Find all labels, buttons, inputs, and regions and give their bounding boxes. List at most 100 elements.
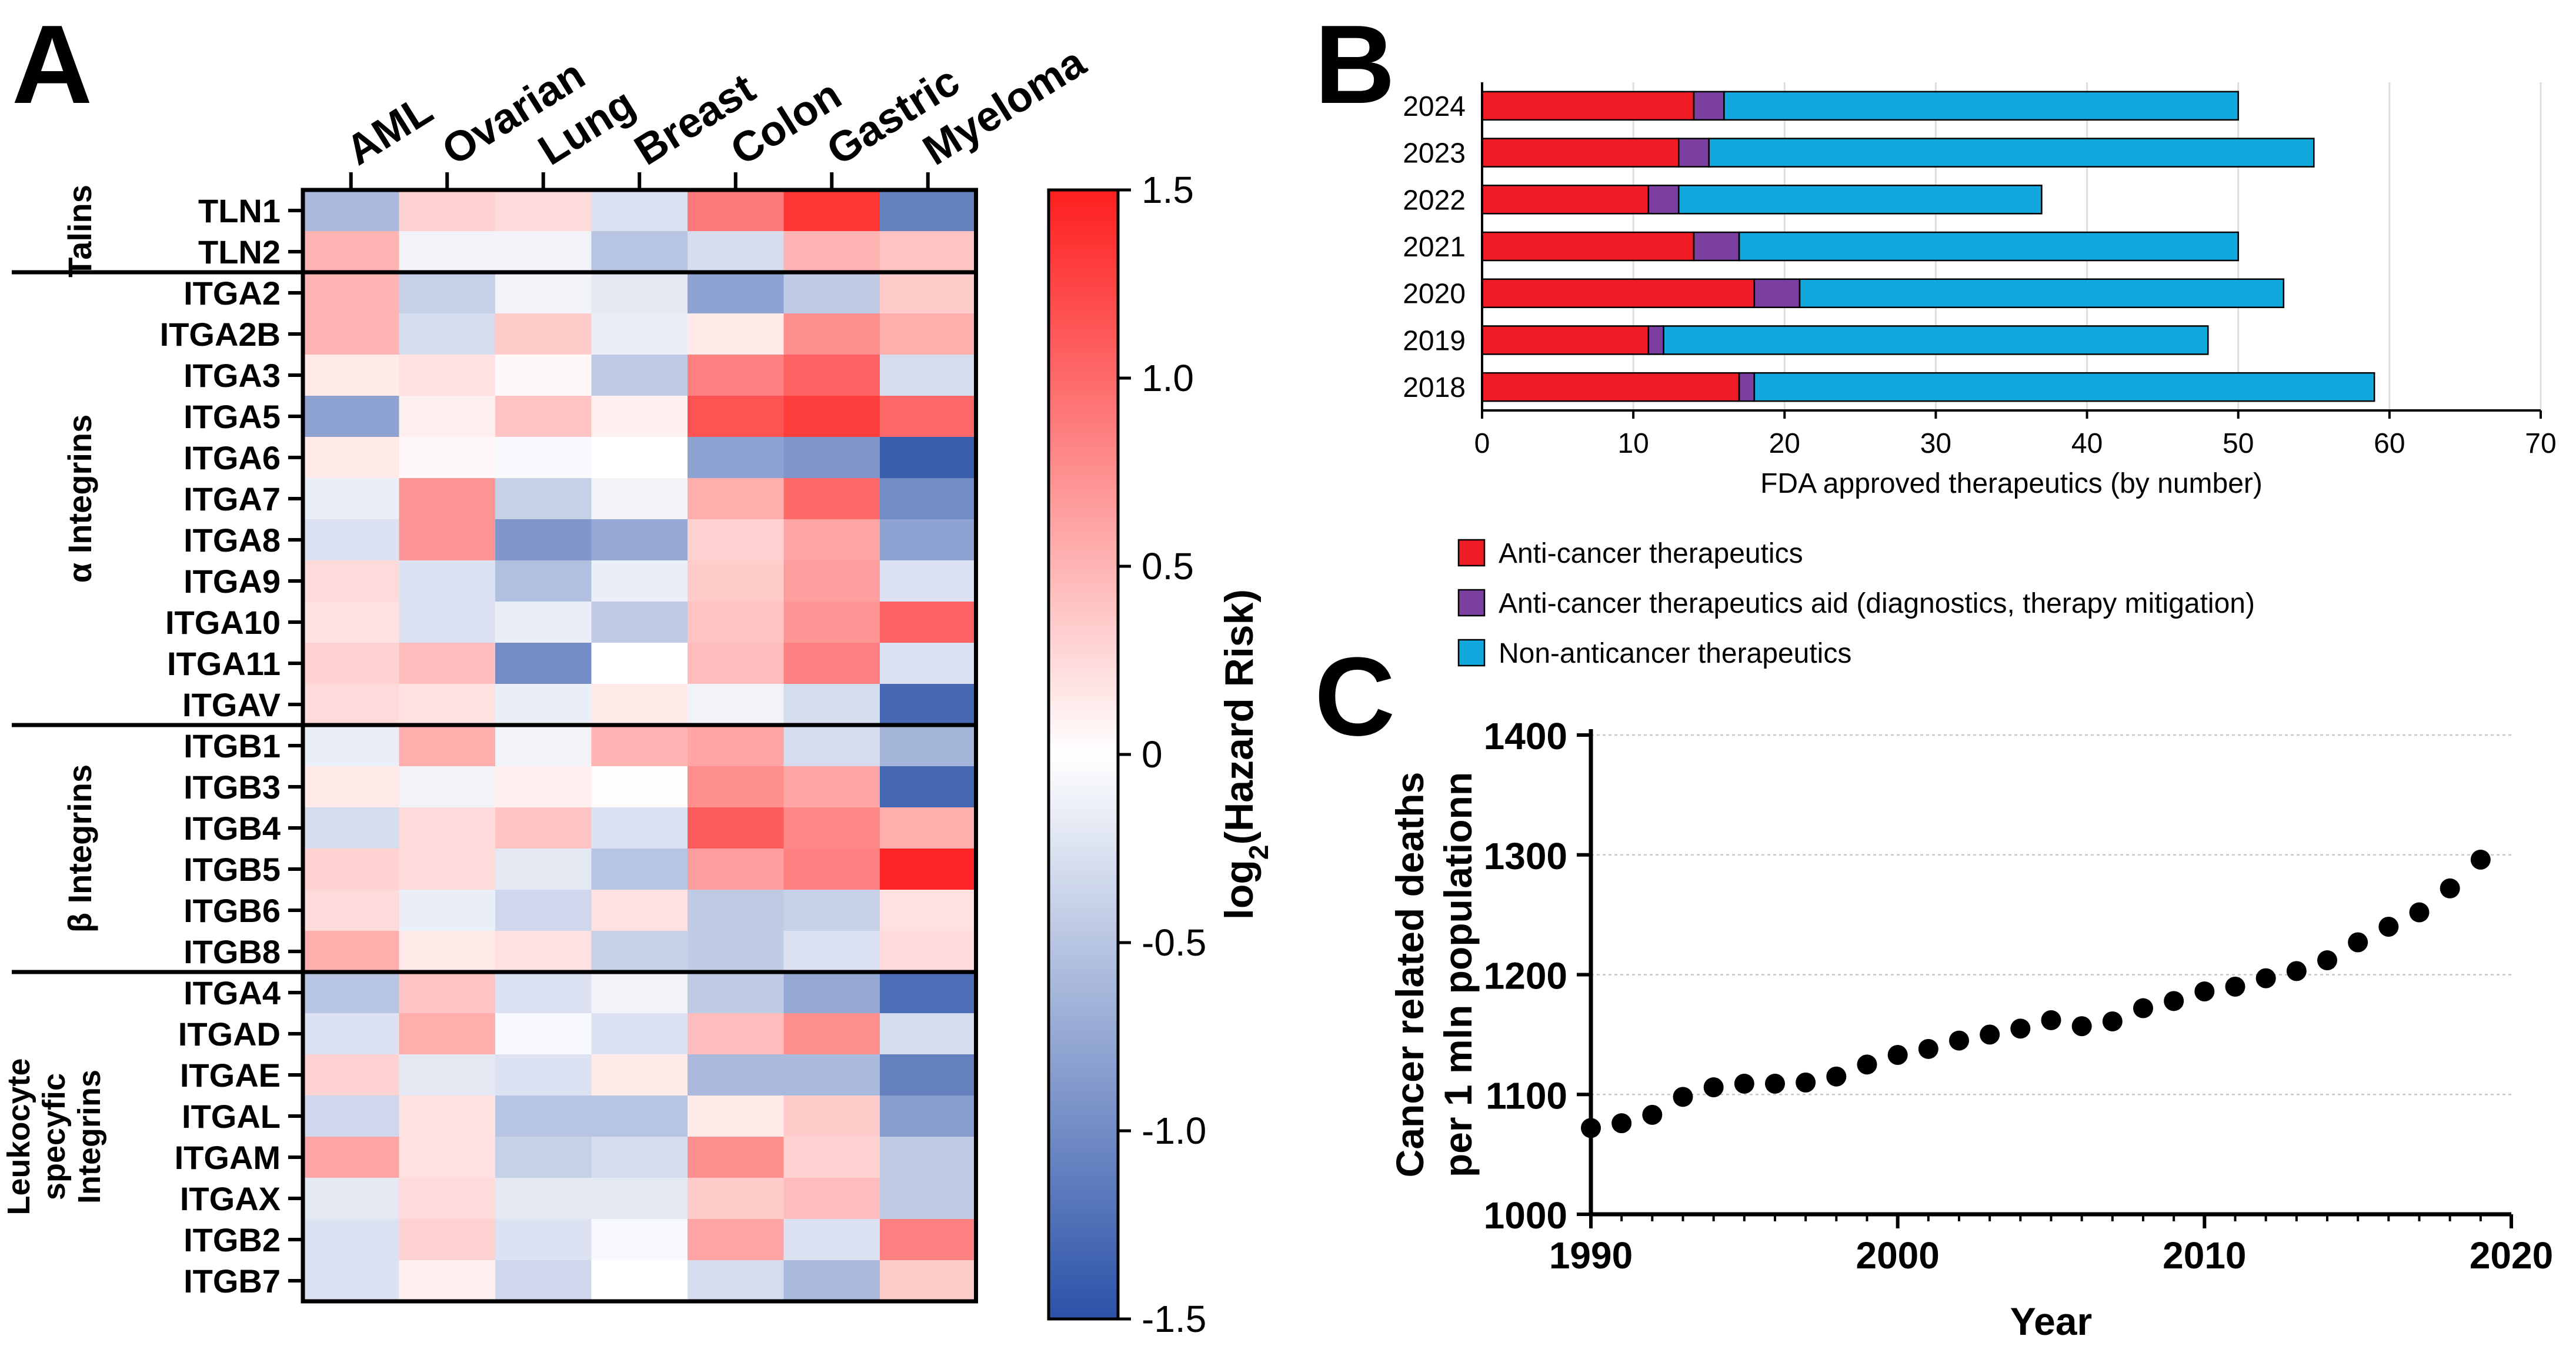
heatmap-cell <box>399 478 496 520</box>
y-tick-label: 2024 <box>1403 91 1466 122</box>
colorbar-tick-label: 1.5 <box>1142 169 1194 211</box>
heatmap-cell <box>688 684 785 726</box>
heatmap-cell <box>399 396 496 437</box>
heatmap-cell <box>495 272 592 314</box>
heatmap-cell <box>591 931 688 973</box>
x-tick-label: 2000 <box>1856 1234 1939 1277</box>
heatmap-cell <box>399 272 496 314</box>
heatmap-cell <box>495 231 592 273</box>
heatmap-cell <box>591 313 688 355</box>
heatmap-cell <box>495 560 592 602</box>
heatmap-cell <box>399 1054 496 1096</box>
y-axis-title-line: per 1 mln populationn <box>1436 772 1480 1177</box>
heatmap-cell <box>303 1054 400 1096</box>
heatmap-cell <box>591 972 688 1014</box>
heatmap-cell <box>495 396 592 437</box>
data-point <box>2255 968 2276 988</box>
heatmap-cell <box>399 519 496 561</box>
data-point <box>2286 961 2307 981</box>
legend-swatch <box>1457 539 1486 567</box>
column-label: AML <box>338 86 441 174</box>
heatmap-cell <box>495 1096 592 1137</box>
data-point <box>2225 976 2245 997</box>
heatmap-cell <box>783 313 880 355</box>
data-point <box>1765 1073 1785 1094</box>
heatmap-cell <box>303 478 400 520</box>
heatmap-cell <box>495 1137 592 1178</box>
heatmap-cell <box>303 519 400 561</box>
heatmap-cell <box>399 643 496 684</box>
data-point <box>2440 878 2460 899</box>
heatmap-cell <box>688 231 785 273</box>
row-label: ITGA3 <box>183 357 281 394</box>
heatmap-cell <box>591 766 688 808</box>
y-tick-label: 2020 <box>1403 279 1466 310</box>
heatmap-cell <box>783 396 880 437</box>
y-tick-label: 1000 <box>1484 1194 1567 1237</box>
heatmap-panel: AMLOvarianLungBreastColonGastricMyelomaT… <box>1 38 1274 1340</box>
data-point <box>1826 1066 1847 1087</box>
heatmap-cell <box>495 931 592 973</box>
row-label: ITGA7 <box>183 480 281 517</box>
heatmap-cell <box>880 190 977 232</box>
y-tick-label: 2019 <box>1403 325 1466 356</box>
y-axis-title: Cancer related deaths per 1 mln populatio… <box>1388 772 1480 1178</box>
heatmap-cell <box>399 890 496 931</box>
heatmap-cell <box>399 849 496 890</box>
data-point <box>2470 849 2491 870</box>
group-label: LeukocytespecyficIntegrins <box>1 1058 107 1215</box>
heatmap-cell <box>495 643 592 684</box>
heatmap-cell <box>303 231 400 273</box>
heatmap-cell <box>880 890 977 931</box>
legend-label: Anti-cancer therapeutics aid (diagnostic… <box>1499 588 2255 619</box>
x-tick-label: 20 <box>1769 428 1800 459</box>
heatmap-cell <box>591 437 688 479</box>
data-point <box>2010 1018 2031 1039</box>
x-tick-label: 1990 <box>1549 1234 1633 1277</box>
heatmap-cell <box>303 1013 400 1055</box>
heatmap-cell <box>495 1013 592 1055</box>
row-label: ITGB3 <box>183 769 281 806</box>
row-label: ITGA4 <box>183 974 281 1011</box>
heatmap-cell <box>303 1178 400 1220</box>
heatmap-cell <box>783 437 880 479</box>
row-label: ITGAL <box>182 1098 281 1135</box>
bar-segment <box>1481 91 1695 121</box>
colorbar-tick-label: -1.5 <box>1142 1298 1206 1340</box>
heatmap-cell <box>688 560 785 602</box>
heatmap-cell <box>880 972 977 1014</box>
heatmap-cell <box>495 684 592 726</box>
x-tick-label: 2010 <box>2163 1234 2246 1277</box>
data-point <box>2071 1016 2092 1037</box>
bar-segment <box>1647 185 1680 215</box>
heatmap-cell <box>783 478 880 520</box>
heatmap-cell <box>399 560 496 602</box>
data-point <box>1949 1030 1969 1051</box>
panel-c-letter: C <box>1314 634 1395 759</box>
group-label: Talins <box>61 185 98 278</box>
colorbar-tick-label: 0.5 <box>1142 545 1194 587</box>
heatmap-cell <box>783 272 880 314</box>
heatmap-cell <box>303 766 400 808</box>
bar-chart-panel: 2024 2023 2022 2021 2020 2019 2018 0 10 20 30 40 50 6… <box>1403 82 2557 669</box>
bar-segment <box>1723 91 2239 121</box>
heatmap-cell <box>880 766 977 808</box>
bar-segment <box>1693 231 1740 262</box>
heatmap-cell <box>399 1137 496 1178</box>
data-point <box>1642 1104 1663 1125</box>
heatmap-cell <box>783 931 880 973</box>
legend-label: Non-anticancer therapeutics <box>1499 638 1851 669</box>
heatmap-cell <box>783 355 880 396</box>
heatmap-cell <box>399 766 496 808</box>
colorbar-label-suffix: (Hazard Risk) <box>1217 589 1262 845</box>
heatmap-cell <box>303 807 400 849</box>
row-label: ITGAX <box>180 1180 281 1217</box>
heatmap-cell <box>303 931 400 973</box>
data-point <box>2317 950 2337 971</box>
heatmap-cell <box>495 437 592 479</box>
heatmap-cell <box>880 478 977 520</box>
heatmap-cell <box>688 478 785 520</box>
bar-segment <box>1753 372 2375 402</box>
heatmap-cell <box>303 684 400 726</box>
data-point <box>1611 1113 1632 1134</box>
